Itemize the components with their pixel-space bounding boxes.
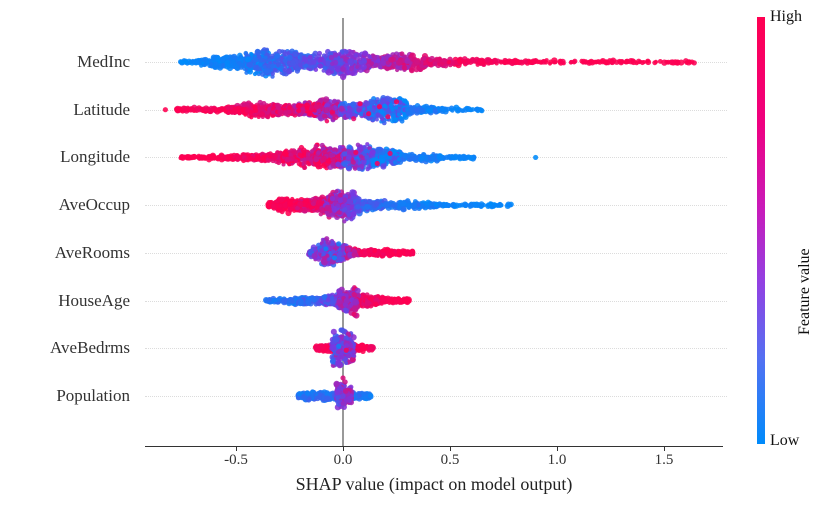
feature-label-aveoccup: AveOccup: [58, 195, 130, 215]
x-tick-mark: [343, 446, 345, 451]
zero-line: [342, 18, 344, 446]
row-gridline: [145, 62, 727, 63]
x-tick-label: 0.0: [333, 452, 353, 468]
row-gridline: [145, 109, 727, 111]
colorbar-high-label: High: [770, 8, 802, 25]
x-axis-title: SHAP value (impact on model output): [295, 474, 573, 494]
x-tick-mark: [557, 446, 559, 451]
x-tick-label: 0.5: [440, 452, 460, 468]
x-tick-mark: [664, 446, 666, 451]
row-gridline: [145, 348, 727, 350]
colorbar-low-label: Low: [770, 432, 800, 449]
row-gridline: [145, 395, 727, 397]
x-tick-label: 1.5: [654, 452, 674, 468]
feature-label-medinc: MedInc: [77, 52, 130, 71]
colorbar-gradient: [757, 17, 765, 444]
feature-label-latitude: Latitude: [73, 99, 130, 119]
feature-label-population: Population: [56, 385, 130, 405]
x-tick-mark: [450, 446, 452, 451]
row-gridline: [145, 157, 727, 159]
feature-label-averooms: AveRooms: [54, 242, 130, 262]
feature-label-longitude: Longitude: [60, 147, 130, 167]
row-gridline: [145, 205, 727, 207]
row-gridline: [145, 252, 727, 254]
x-tick-label: -0.5: [224, 452, 248, 468]
x-tick-label: 1.0: [547, 452, 567, 468]
x-tick-mark: [236, 446, 238, 451]
colorbar-title: Feature value: [796, 248, 813, 335]
row-gridline: [145, 300, 727, 302]
x-axis-line: [145, 446, 723, 447]
feature-label-avebedrms: AveBedrms: [50, 338, 130, 358]
feature-label-houseage: HouseAge: [58, 290, 130, 310]
